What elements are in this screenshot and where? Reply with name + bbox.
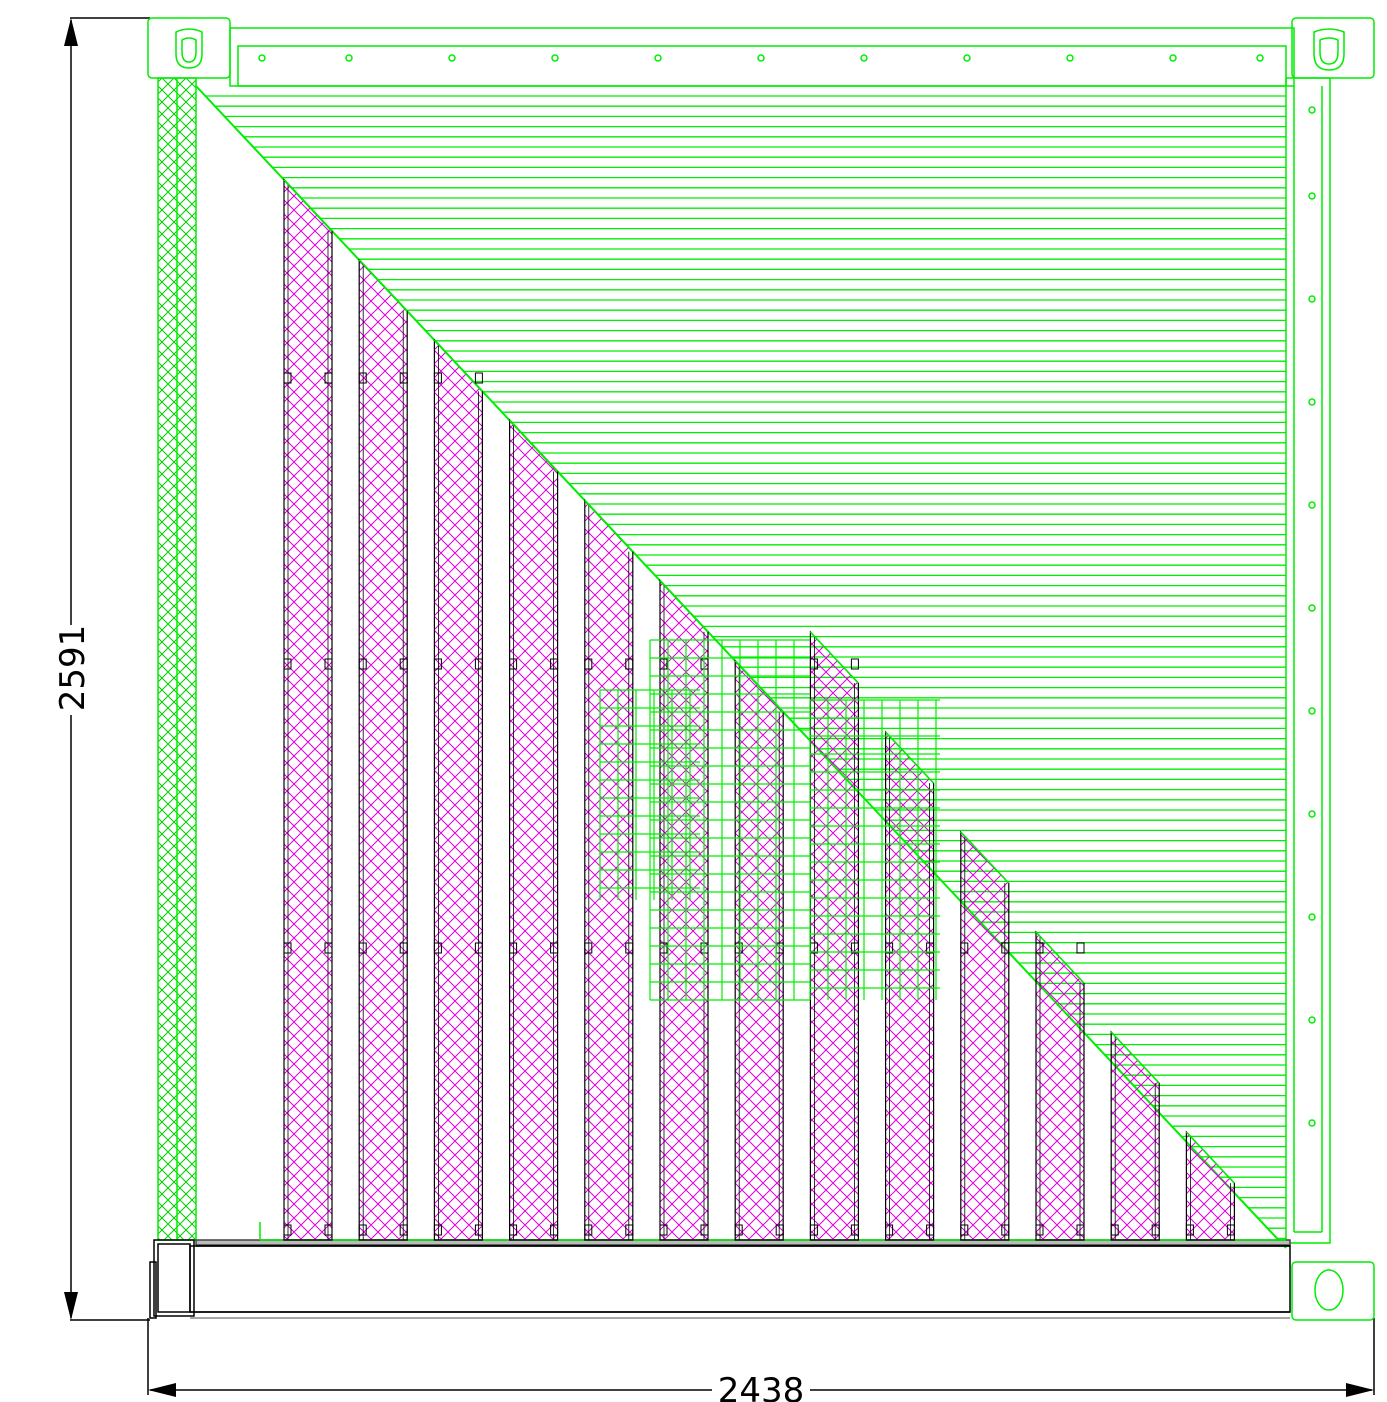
rack-2 — [358, 258, 408, 1241]
corner-casting-icon — [1291, 1261, 1375, 1321]
rack-8 — [809, 630, 860, 1241]
height-dimension-label: 2591 — [53, 625, 93, 712]
rack-group — [283, 178, 1236, 1241]
dimension-arrow-icon — [148, 1383, 176, 1397]
rack-7 — [734, 659, 784, 1241]
container-frame — [157, 27, 1331, 1249]
green-grid-overlay — [599, 639, 940, 1001]
rack-13 — [1185, 1130, 1236, 1241]
rack-3 — [433, 338, 483, 1241]
dimension-arrow-icon — [64, 18, 78, 46]
right-post-bolts — [1308, 106, 1316, 1127]
corner-castings — [147, 17, 1375, 1321]
rack-12 — [1110, 1030, 1160, 1241]
rack-11 — [1035, 930, 1085, 1241]
grid-block-2 — [649, 639, 810, 1001]
wall-panel-lines — [205, 95, 1286, 1240]
top-rail-bolts — [258, 54, 1264, 62]
dimension-arrow-icon — [64, 1292, 78, 1320]
corner-casting-icon — [147, 17, 231, 79]
dimension-arrow-icon — [1346, 1383, 1374, 1397]
width-dimension-label: 2438 — [718, 1371, 805, 1402]
corner-casting-icon — [1291, 17, 1375, 79]
rack-1 — [283, 178, 333, 1241]
width-dimension: 2438 — [147, 1318, 1375, 1402]
height-dimension: 2591 — [53, 17, 150, 1321]
rack-4 — [509, 418, 559, 1241]
rack-10 — [960, 830, 1010, 1241]
grid-block-3 — [809, 699, 940, 1000]
